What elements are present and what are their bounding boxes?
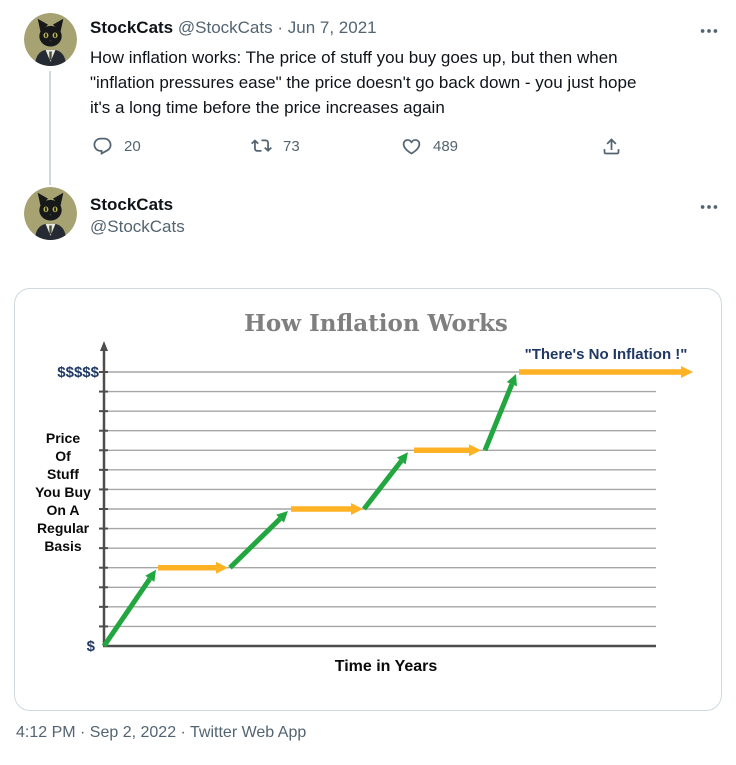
tweet-media-chart-card[interactable]: How Inflation Works "There's No Inflatio… <box>14 288 722 711</box>
y-axis-label-line: On A <box>47 502 80 518</box>
tweet1-date[interactable]: Jun 7, 2021 <box>287 18 377 37</box>
avatar[interactable] <box>24 187 77 240</box>
tweet1-text: How inflation works: The price of stuff … <box>90 48 637 117</box>
retweet-button[interactable]: 73 <box>251 136 300 157</box>
more-options-icon[interactable] <box>698 20 720 42</box>
chart-annotation: "There's No Inflation !" <box>525 346 688 363</box>
cat-avatar-image <box>24 13 77 66</box>
y-axis-label-line: Of <box>55 448 71 464</box>
avatar[interactable] <box>24 13 77 66</box>
reply-icon <box>93 137 112 155</box>
reply-count: 20 <box>124 138 141 155</box>
retweet-count: 73 <box>283 138 300 155</box>
tweet-timestamp: 4:12 PM · Sep 2, 2022 · Twitter Web App <box>16 724 307 741</box>
more-options-icon[interactable] <box>698 196 720 218</box>
inflation-staircase-chart: How Inflation Works "There's No Inflatio… <box>35 310 693 675</box>
y-axis-label-line: Price <box>46 430 80 446</box>
like-button[interactable]: 489 <box>401 136 458 157</box>
y-axis-bottom-label: $ <box>87 638 96 655</box>
cat-avatar-image <box>24 187 77 240</box>
retweet-icon <box>251 139 272 152</box>
thread-connector-line <box>49 71 51 185</box>
tweet1-header: StockCats @StockCats · Jun 7, 2021 <box>90 18 377 37</box>
tweet1-display-name[interactable]: StockCats <box>90 18 174 37</box>
tweet2-display-name[interactable]: StockCats <box>90 195 174 214</box>
share-icon <box>603 138 620 155</box>
x-axis-label: Time in Years <box>335 658 438 675</box>
y-axis-label-line: You Buy <box>35 484 91 500</box>
y-axis-label-line: Stuff <box>47 466 79 482</box>
y-axis-top-label: $$$$$ <box>57 364 99 381</box>
reply-button[interactable]: 20 <box>92 136 141 157</box>
y-axis-label-line: Basis <box>44 538 82 554</box>
tweet2-handle[interactable]: @StockCats <box>90 217 185 236</box>
tweet1-handle[interactable]: @StockCats <box>177 18 273 37</box>
chart-title: How Inflation Works <box>244 310 508 337</box>
y-axis-label-line: Regular <box>37 520 90 536</box>
share-button[interactable] <box>601 136 622 157</box>
like-count: 489 <box>433 138 459 155</box>
heart-icon <box>402 139 421 155</box>
